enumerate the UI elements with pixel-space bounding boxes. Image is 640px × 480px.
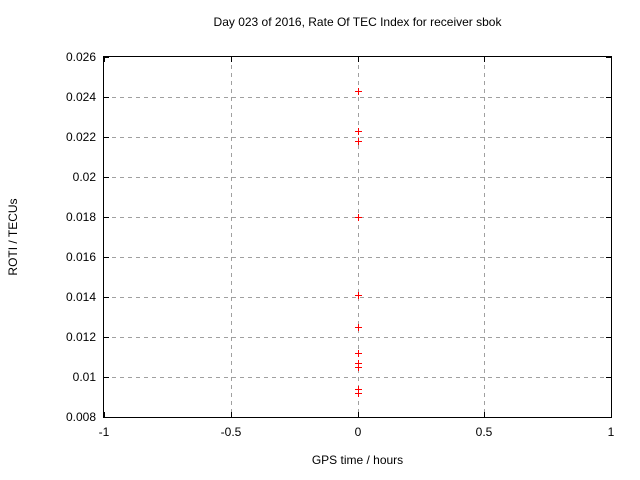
x-tick-bottom bbox=[358, 412, 359, 417]
y-tick-label: 0.026 bbox=[65, 50, 96, 64]
y-tick-right bbox=[606, 257, 611, 258]
y-tick-left bbox=[104, 217, 109, 218]
y-tick-left bbox=[104, 57, 109, 58]
data-point-marker bbox=[355, 360, 362, 367]
data-point-marker bbox=[355, 214, 362, 221]
x-tick-top bbox=[611, 57, 612, 62]
y-tick-right bbox=[606, 217, 611, 218]
y-tick-left bbox=[104, 257, 109, 258]
y-gridline bbox=[104, 257, 611, 258]
y-tick-right bbox=[606, 97, 611, 98]
data-point-marker bbox=[355, 324, 362, 331]
y-tick-left bbox=[104, 297, 109, 298]
y-tick-right bbox=[606, 177, 611, 178]
x-tick-bottom bbox=[484, 412, 485, 417]
y-gridline bbox=[104, 97, 611, 98]
y-gridline bbox=[104, 137, 611, 138]
x-tick-label: -0.5 bbox=[220, 425, 242, 439]
y-gridline bbox=[104, 297, 611, 298]
data-point-marker bbox=[355, 386, 362, 393]
y-tick-right bbox=[606, 297, 611, 298]
y-tick-label: 0.022 bbox=[65, 130, 96, 144]
y-tick-left bbox=[104, 177, 109, 178]
y-axis-title: ROTI / TECUs bbox=[6, 198, 20, 276]
y-tick-left bbox=[104, 137, 109, 138]
y-tick-right bbox=[606, 377, 611, 378]
x-tick-top bbox=[484, 57, 485, 62]
y-tick-right bbox=[606, 417, 611, 418]
x-tick-label: 0.5 bbox=[475, 425, 493, 439]
plot-area bbox=[103, 56, 612, 418]
y-gridline bbox=[104, 177, 611, 178]
x-gridline bbox=[484, 57, 485, 417]
x-axis-title: GPS time / hours bbox=[311, 453, 404, 467]
y-tick-label: 0.01 bbox=[72, 370, 96, 384]
x-tick-label: 1 bbox=[607, 425, 615, 439]
data-point-marker bbox=[355, 138, 362, 145]
y-tick-label: 0.016 bbox=[65, 250, 96, 264]
x-tick-top bbox=[231, 57, 232, 62]
chart-title: Day 023 of 2016, Rate Of TEC Index for r… bbox=[213, 15, 502, 29]
data-point-marker bbox=[355, 128, 362, 135]
y-tick-label: 0.012 bbox=[65, 330, 96, 344]
y-tick-left bbox=[104, 97, 109, 98]
x-gridline bbox=[358, 57, 359, 417]
y-tick-left bbox=[104, 337, 109, 338]
y-tick-label: 0.02 bbox=[72, 170, 96, 184]
x-tick-bottom bbox=[231, 412, 232, 417]
y-tick-label: 0.008 bbox=[65, 410, 96, 424]
x-tick-bottom bbox=[611, 412, 612, 417]
data-point-marker bbox=[355, 292, 362, 299]
x-tick-bottom bbox=[104, 412, 105, 417]
x-tick-label: 0 bbox=[354, 425, 362, 439]
x-gridline bbox=[231, 57, 232, 417]
y-tick-right bbox=[606, 137, 611, 138]
y-tick-right bbox=[606, 57, 611, 58]
y-tick-label: 0.024 bbox=[65, 90, 96, 104]
y-tick-left bbox=[104, 377, 109, 378]
x-tick-top bbox=[104, 57, 105, 62]
data-point-marker bbox=[355, 390, 362, 397]
y-gridline bbox=[104, 377, 611, 378]
data-point-marker bbox=[355, 88, 362, 95]
y-tick-label: 0.018 bbox=[65, 210, 96, 224]
y-tick-right bbox=[606, 337, 611, 338]
data-point-marker bbox=[355, 350, 362, 357]
data-point-marker bbox=[355, 364, 362, 371]
y-tick-label: 0.014 bbox=[65, 290, 96, 304]
x-tick-label: -1 bbox=[98, 425, 110, 439]
y-tick-left bbox=[104, 417, 109, 418]
y-gridline bbox=[104, 337, 611, 338]
x-tick-top bbox=[358, 57, 359, 62]
